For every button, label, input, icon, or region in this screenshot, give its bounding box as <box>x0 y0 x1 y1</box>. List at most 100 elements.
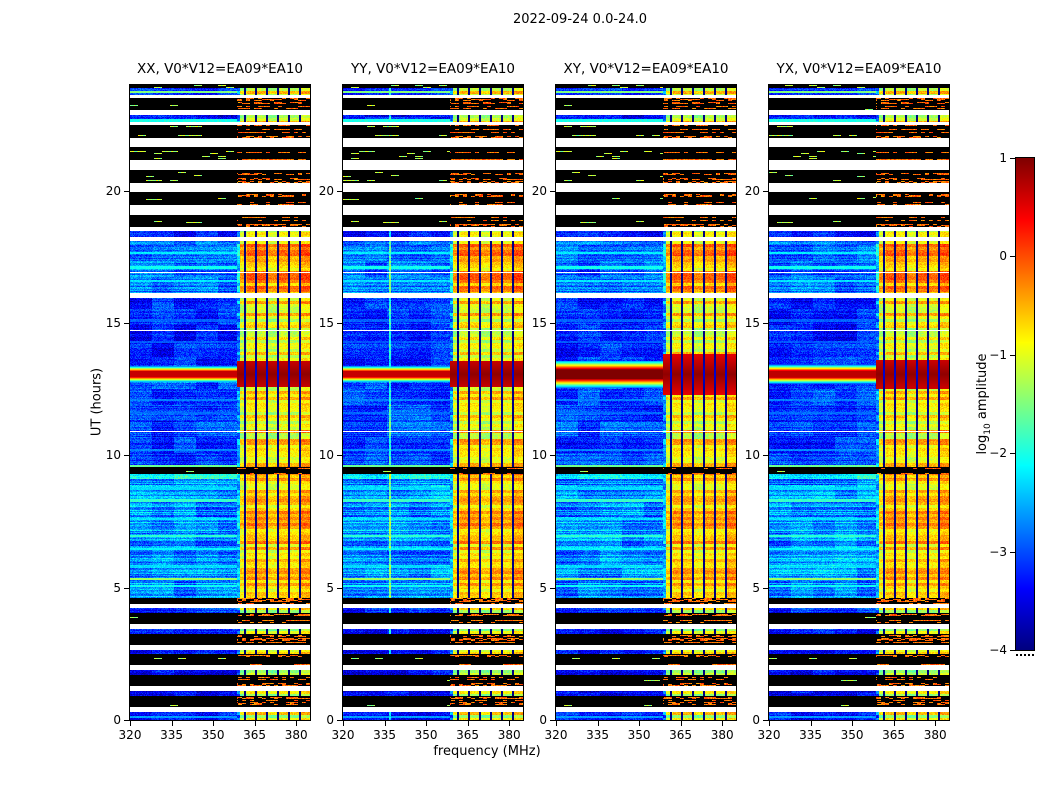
x-tick-label: 350 <box>627 728 651 742</box>
y-tick <box>124 587 129 589</box>
y-tick-label: 5 <box>539 580 547 595</box>
panel-title-xx: XX, V0*V12=EA09*EA10 <box>136 61 304 77</box>
x-tick-label: 335 <box>160 728 183 742</box>
x-tick <box>893 721 895 726</box>
y-axis-label: UT (hours) <box>89 367 105 437</box>
panel-title-yy: YY, V0*V12=EA09*EA10 <box>350 61 516 77</box>
y-tick <box>337 587 342 589</box>
y-tick <box>124 455 129 457</box>
colorbar-tick-label: −4 <box>989 643 1007 657</box>
x-tick-label: 350 <box>414 728 438 742</box>
colorbar-label-log: log <box>975 434 991 455</box>
x-tick-label: 380 <box>710 728 734 742</box>
y-tick <box>124 190 129 192</box>
x-tick <box>810 721 812 726</box>
x-tick <box>852 721 854 726</box>
colorbar-tick <box>1010 354 1015 356</box>
y-tick-label: 20 <box>744 183 760 198</box>
y-tick-label: 10 <box>744 448 760 463</box>
x-tick-label: 365 <box>243 728 267 742</box>
x-tick <box>171 721 173 726</box>
x-tick <box>213 721 215 726</box>
x-tick-label: 320 <box>118 728 142 742</box>
y-tick-label: 0 <box>113 713 121 727</box>
y-tick <box>124 323 129 325</box>
y-tick <box>337 323 342 325</box>
colorbar-tick <box>1010 256 1015 258</box>
y-tick-label: 0 <box>539 713 547 727</box>
x-tick-label: 380 <box>497 728 521 742</box>
y-tick-label: 15 <box>318 316 334 331</box>
y-tick-label: 10 <box>531 448 547 463</box>
colorbar-label: log10 amplitude <box>975 353 993 454</box>
y-tick <box>550 720 555 721</box>
y-tick-label: 20 <box>105 183 121 198</box>
y-tick <box>550 455 555 457</box>
spectrogram-panel-xx: XX, V0*V12=EA09*EA10 320 335 350 365 380 0 5 10 1… <box>106 61 311 742</box>
y-tick-label: 20 <box>318 183 334 198</box>
colorbar-tick <box>1010 158 1015 159</box>
y-tick <box>337 720 342 721</box>
colorbar-tick-label: 0 <box>999 249 1007 264</box>
colorbar-label-amplitude: amplitude <box>975 353 991 424</box>
panel-title-yx: YX, V0*V12=EA09*EA10 <box>776 61 942 77</box>
colorbar-tick-label: −1 <box>989 347 1007 362</box>
x-tick <box>343 721 344 726</box>
y-tick-label: 15 <box>531 316 547 331</box>
x-tick-label: 320 <box>331 728 355 742</box>
x-tick <box>467 721 469 726</box>
y-tick-label: 5 <box>113 580 121 595</box>
heatmap-canvas-yx <box>769 85 949 720</box>
x-tick-label: 335 <box>799 728 822 742</box>
x-tick <box>130 721 131 726</box>
x-tick <box>680 721 682 726</box>
x-tick-label: 365 <box>669 728 693 742</box>
colorbar: 1 0 −1 −2 −3 −4 <box>989 151 1035 657</box>
x-tick <box>254 721 256 726</box>
x-tick <box>722 721 724 726</box>
x-tick <box>384 721 386 726</box>
x-tick-label: 380 <box>284 728 308 742</box>
spectrogram-panel-yy: YY, V0*V12=EA09*EA10 320 335 350 365 380 0 5 10 1… <box>319 61 524 742</box>
x-tick-label: 350 <box>840 728 864 742</box>
x-axis-label: frequency (MHz) <box>433 744 541 759</box>
y-tick-label: 15 <box>744 316 760 331</box>
x-tick <box>769 721 770 726</box>
y-tick <box>550 323 555 325</box>
y-tick-label: 0 <box>326 713 334 727</box>
y-tick <box>550 190 555 192</box>
x-tick <box>639 721 641 726</box>
x-tick-label: 320 <box>757 728 781 742</box>
y-tick-label: 20 <box>531 183 547 198</box>
y-tick-label: 5 <box>326 580 334 595</box>
spectrogram-panel-yx: YX, V0*V12=EA09*EA10 320 335 350 365 380 0 5 10 1… <box>745 61 950 742</box>
colorbar-tick <box>1010 453 1015 455</box>
y-tick <box>763 455 768 457</box>
y-tick <box>550 587 555 589</box>
x-tick <box>296 721 298 726</box>
x-tick-label: 335 <box>586 728 609 742</box>
heatmap-canvas-yy <box>343 85 523 720</box>
x-tick <box>556 721 557 726</box>
y-tick-label: 10 <box>318 448 334 463</box>
y-tick-label: 15 <box>105 316 121 331</box>
x-tick-label: 365 <box>882 728 906 742</box>
y-tick-label: 5 <box>752 580 760 595</box>
colorbar-tick-label: −3 <box>989 544 1007 559</box>
y-tick <box>763 587 768 589</box>
y-tick-label: 10 <box>105 448 121 463</box>
x-tick-label: 350 <box>201 728 225 742</box>
x-tick-label: 320 <box>544 728 568 742</box>
figure-title: 2022-09-24 0.0-24.0 <box>513 12 647 27</box>
colorbar-tick <box>1010 650 1015 651</box>
spectrogram-panel-xy: XY, V0*V12=EA09*EA10 320 335 350 365 380 0 5 10 1… <box>532 61 737 742</box>
y-tick-label: 0 <box>752 713 760 727</box>
y-tick <box>763 323 768 325</box>
colorbar-end-dots <box>1016 654 1034 656</box>
x-tick <box>935 721 937 726</box>
x-tick <box>426 721 428 726</box>
colorbar-tick <box>1010 551 1015 553</box>
x-tick-label: 335 <box>373 728 396 742</box>
panel-title-xy: XY, V0*V12=EA09*EA10 <box>563 61 729 77</box>
